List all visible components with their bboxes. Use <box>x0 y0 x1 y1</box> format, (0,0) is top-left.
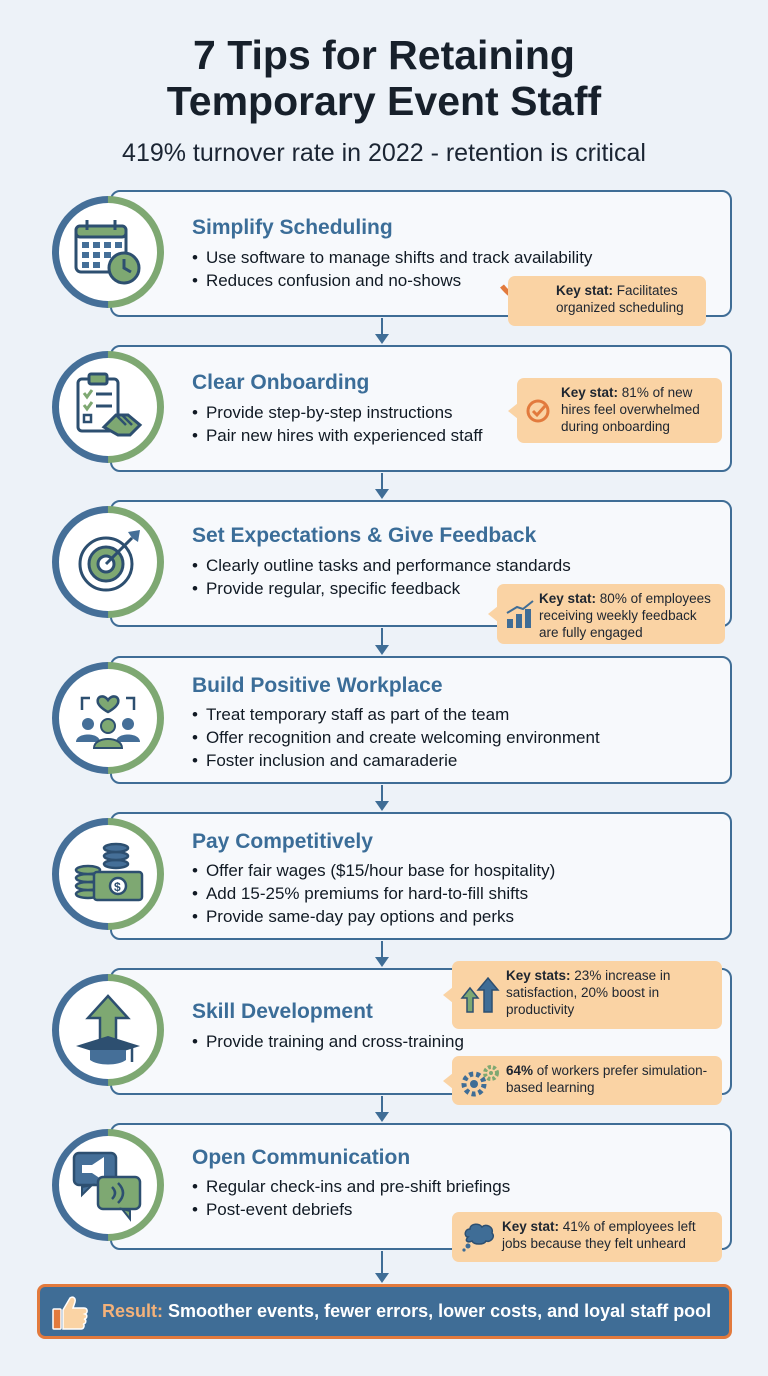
bullet: Offer recognition and create welcoming e… <box>192 726 600 749</box>
bullet: Reduces confusion and no-shows <box>192 269 592 292</box>
stat-label: Key stats: <box>506 968 571 983</box>
key-stat-callout: Key stat: 80% of employees receiving wee… <box>488 584 725 644</box>
flow-connector <box>375 1096 389 1122</box>
tip-title: Build Positive Workplace <box>192 674 443 697</box>
stat-label: Key stat: <box>502 1219 560 1234</box>
tip-title: Set Expectations & Give Feedback <box>192 524 537 547</box>
bullet: Provide same-day pay options and perks <box>192 905 555 928</box>
svg-text:$: $ <box>114 880 121 894</box>
tip-icon-ring <box>28 327 188 487</box>
tip-bullets: Use software to manage shifts and track … <box>192 246 592 292</box>
thumbs-up-icon <box>52 1295 88 1330</box>
tip-bullets: Provide step-by-step instructions Pair n… <box>192 401 483 447</box>
flow-connector <box>375 941 389 967</box>
tip-icon-ring <box>28 950 188 1110</box>
bullet: Pair new hires with experienced staff <box>192 424 483 447</box>
team-heart-icon <box>76 695 140 749</box>
bullet: Provide training and cross-training <box>192 1030 464 1053</box>
coins-cash-icon: $ <box>74 842 144 902</box>
stat-label: Key stat: <box>539 591 597 606</box>
tip-icon-ring <box>28 172 188 332</box>
stat-text: of workers prefer simulation-based learn… <box>506 1063 708 1095</box>
tip-bullets: Offer fair wages ($15/hour base for hosp… <box>192 859 555 928</box>
key-stat-callout: Key stats: 23% increase in satisfaction,… <box>443 961 722 1029</box>
page-title: 7 Tips for Retaining Temporary Event Sta… <box>0 32 768 124</box>
bullet: Post-event debriefs <box>192 1198 510 1221</box>
stat-text: 80% of employees receiving weekly feedba… <box>539 591 711 640</box>
subtitle: 419% turnover rate in 2022 - retention i… <box>122 139 646 167</box>
graduation-arrow-icon <box>76 994 140 1065</box>
bullet: Treat temporary staff as part of the tea… <box>192 703 600 726</box>
gears-icon <box>461 1064 499 1096</box>
key-stat-callout: Key stat: 81% of new hires feel overwhel… <box>508 378 722 443</box>
stat-text: 23% increase in satisfaction, 20% boost … <box>506 968 671 1017</box>
stat-label: 64% <box>506 1063 534 1078</box>
stat-label: Key stat: <box>556 283 614 298</box>
tip-bullets: Clearly outline tasks and performance st… <box>192 554 571 600</box>
stat-text: Facilitates organized scheduling <box>556 283 684 315</box>
stat-text: 41% of employees left jobs because they … <box>502 1219 696 1251</box>
flow-connector <box>375 1251 389 1283</box>
tip-title: Simplify Scheduling <box>192 216 393 239</box>
speech-megaphone-icon <box>72 1151 142 1222</box>
flow-connector <box>375 785 389 811</box>
tip-icon-ring <box>28 638 188 798</box>
result-body: Smoother events, fewer errors, lower cos… <box>168 1301 712 1321</box>
target-arrow-icon <box>78 530 140 592</box>
key-stat-callout: Key stat: 41% of employees left jobs bec… <box>452 1212 722 1262</box>
tip-title: Clear Onboarding <box>192 371 370 394</box>
flow-connector <box>375 318 389 344</box>
tip-icon-ring <box>28 482 188 642</box>
title-line-2: Temporary Event Staff <box>166 78 602 124</box>
result-label: Result: <box>102 1301 164 1321</box>
tip-bullets: Provide training and cross-training <box>192 1030 464 1053</box>
bullet: Clearly outline tasks and performance st… <box>192 554 571 577</box>
flow-connector <box>375 628 389 655</box>
result-text: Result: Smoother events, fewer errors, l… <box>102 1301 711 1322</box>
stat-label: Key stat: <box>561 385 619 400</box>
check-circle-icon <box>526 399 550 422</box>
title-line-1: 7 Tips for Retaining <box>193 32 575 78</box>
tip-icon-ring: $ <box>28 794 188 954</box>
tip-title: Skill Development <box>192 1000 373 1023</box>
tip-bullets: Regular check-ins and pre-shift briefing… <box>192 1175 510 1221</box>
calendar-clock-icon <box>74 220 141 285</box>
bullet: Add 15-25% premiums for hard-to-fill shi… <box>192 882 555 905</box>
tip-icon-ring <box>28 1105 188 1265</box>
bullet: Regular check-ins and pre-shift briefing… <box>192 1175 510 1198</box>
bullet: Foster inclusion and camaraderie <box>192 749 600 772</box>
tip-title: Pay Competitively <box>192 830 373 853</box>
flow-connector <box>375 473 389 499</box>
bullet: Offer fair wages ($15/hour base for hosp… <box>192 859 555 882</box>
clipboard-handshake-icon <box>76 372 143 437</box>
up-arrows-icon <box>460 976 500 1013</box>
bullet: Provide regular, specific feedback <box>192 577 571 600</box>
key-stat-callout: 64% of workers prefer simulation-based l… <box>443 1056 722 1105</box>
tip-bullets: Treat temporary staff as part of the tea… <box>192 703 600 772</box>
stat-text: 81% of new hires feel overwhelmed during… <box>561 385 700 434</box>
result-banner: Result: Smoother events, fewer errors, l… <box>37 1284 732 1339</box>
bullet: Provide step-by-step instructions <box>192 401 483 424</box>
growth-chart-icon <box>506 600 534 628</box>
thought-bubble-icon <box>462 1223 495 1252</box>
key-stat-callout: Key stat: Facilitates organized scheduli… <box>508 276 706 326</box>
tip-title: Open Communication <box>192 1146 411 1169</box>
bullet: Use software to manage shifts and track … <box>192 246 592 269</box>
